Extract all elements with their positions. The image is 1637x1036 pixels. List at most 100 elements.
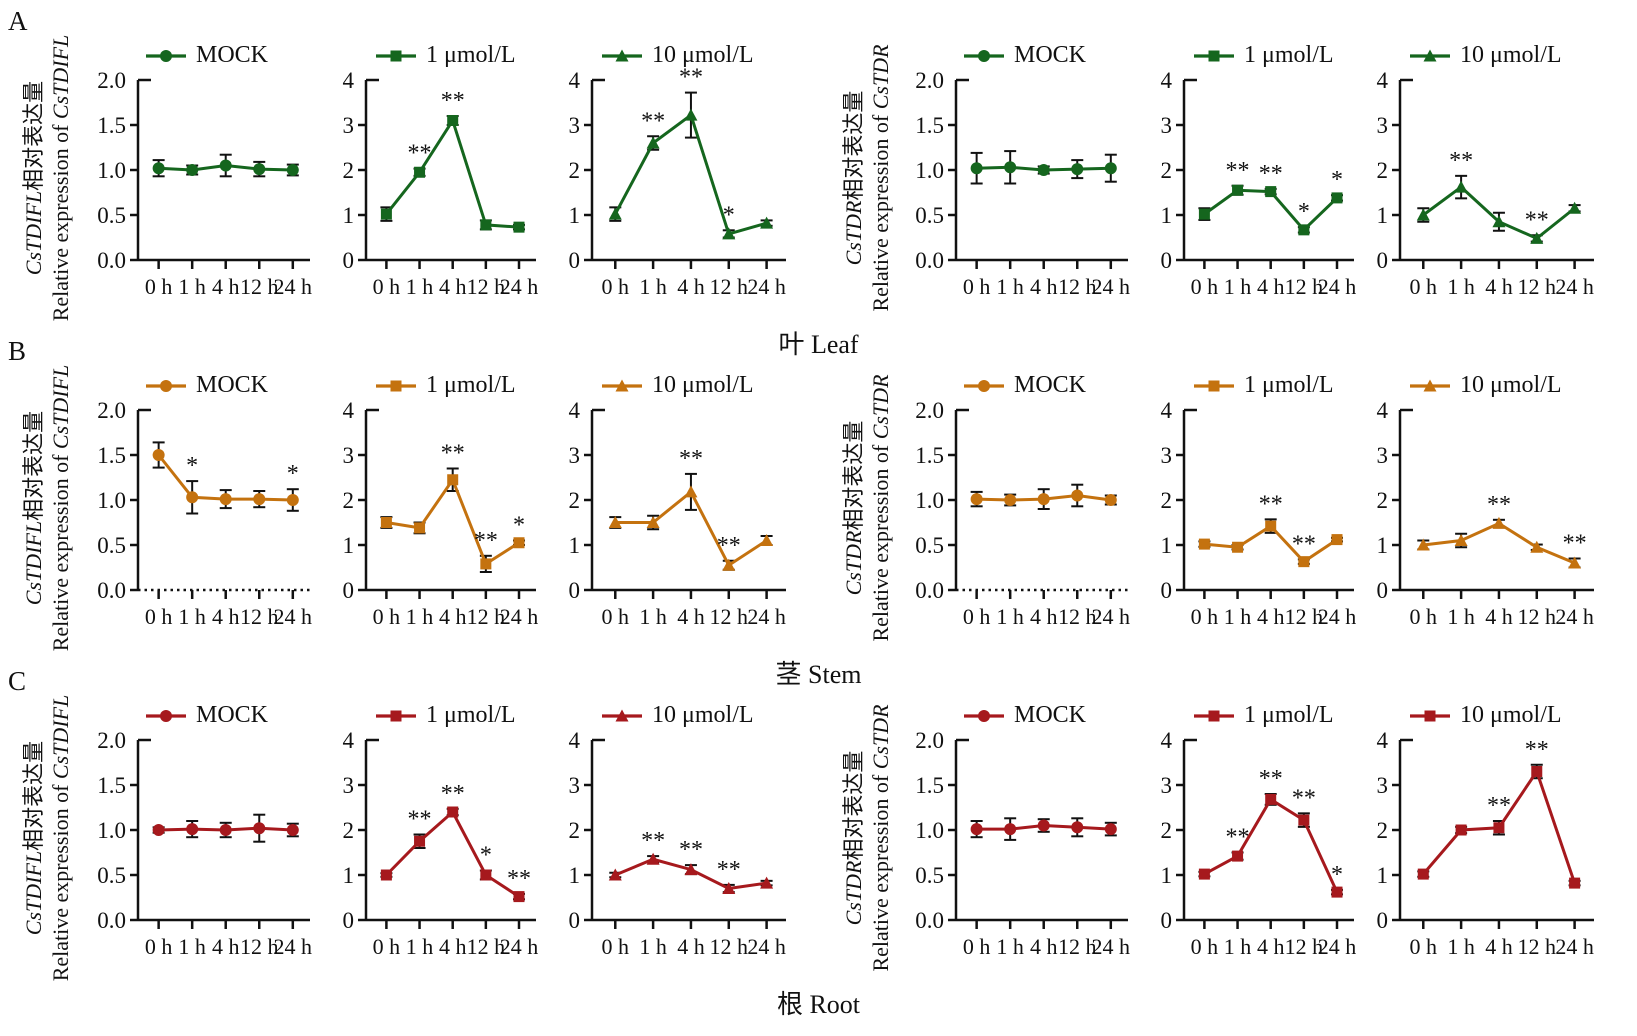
svg-text:12 h: 12 h: [1285, 274, 1324, 299]
svg-text:1.5: 1.5: [915, 773, 944, 798]
legend-label: 10 μmol/L: [652, 372, 754, 398]
svg-text:24 h: 24 h: [500, 934, 539, 959]
svg-text:0: 0: [1377, 248, 1389, 273]
svg-text:12 h: 12 h: [467, 274, 506, 299]
legend-label: 1 μmol/L: [1244, 372, 1334, 398]
legend-label: 1 μmol/L: [426, 372, 516, 398]
svg-text:3: 3: [569, 113, 581, 138]
gene-name: CsTDIFL: [48, 694, 73, 780]
y-axis-label-cn: CsTDR相对表达量: [840, 18, 867, 338]
svg-text:1.5: 1.5: [915, 443, 944, 468]
svg-text:12 h: 12 h: [710, 934, 749, 959]
svg-text:24 h: 24 h: [500, 604, 539, 629]
y-axis-label-en: Relative expression of CsTDR: [867, 18, 894, 338]
gene-name: CsTDIFL: [21, 520, 46, 606]
svg-text:2.0: 2.0: [97, 398, 126, 423]
svg-text:3: 3: [1377, 443, 1389, 468]
svg-text:1 h: 1 h: [406, 274, 434, 299]
svg-text:**: **: [1449, 148, 1473, 174]
legend-marker-icon: [376, 380, 416, 391]
chart-legend: 10 μmol/L: [600, 372, 754, 399]
svg-text:24 h: 24 h: [1318, 604, 1357, 629]
svg-text:12 h: 12 h: [467, 604, 506, 629]
chart-legend: 10 μmol/L: [600, 702, 754, 729]
svg-text:0 h: 0 h: [1410, 934, 1438, 959]
svg-text:1: 1: [1161, 203, 1173, 228]
y-axis-label-en: Relative expression of CsTDIFL: [47, 348, 74, 668]
svg-text:1: 1: [343, 533, 355, 558]
svg-text:24 h: 24 h: [1092, 604, 1131, 629]
svg-text:1 h: 1 h: [178, 604, 206, 629]
chart-leaf-cstdr-10umol: 10 μmol/L 0 1 2 3 4 0 h 1 h 4 h 12 h 24 h ** **: [1364, 28, 1604, 328]
label-prefix: Relative expression of: [868, 439, 893, 642]
svg-text:4: 4: [1377, 398, 1389, 423]
gene-name: CsTDR: [841, 200, 866, 266]
chart-stem-cstdr-10umol: 10 μmol/L 0 1 2 3 4 0 h 1 h 4 h 12 h 24 h ** **: [1364, 358, 1604, 658]
svg-text:2: 2: [1377, 818, 1389, 843]
svg-text:1: 1: [1377, 533, 1389, 558]
svg-text:1.5: 1.5: [97, 773, 126, 798]
svg-text:0.0: 0.0: [97, 248, 126, 273]
svg-text:1 h: 1 h: [406, 934, 434, 959]
svg-text:0.0: 0.0: [97, 908, 126, 933]
svg-text:3: 3: [569, 443, 581, 468]
y-axis-label-cstdifl-root: CsTDIFL相对表达量 Relative expression of CsTD…: [16, 695, 78, 982]
svg-text:**: **: [408, 807, 432, 833]
svg-text:1.5: 1.5: [97, 113, 126, 138]
svg-text:1 h: 1 h: [178, 274, 206, 299]
svg-text:1 h: 1 h: [996, 604, 1024, 629]
gene-name: CsTDR: [841, 860, 866, 926]
svg-text:2: 2: [569, 158, 581, 183]
legend-label: 1 μmol/L: [426, 702, 516, 728]
svg-text:3: 3: [1161, 113, 1173, 138]
svg-text:1.0: 1.0: [97, 158, 126, 183]
legend-label: 10 μmol/L: [652, 42, 754, 68]
y-axis-label-cstdifl-stem: CsTDIFL相对表达量 Relative expression of CsTD…: [16, 365, 78, 652]
svg-text:4 h: 4 h: [1257, 934, 1285, 959]
tissue-caption-root: 根 Root: [776, 990, 861, 1019]
svg-text:4: 4: [343, 398, 355, 423]
svg-text:2.0: 2.0: [915, 68, 944, 93]
svg-text:4: 4: [1161, 728, 1173, 753]
legend-marker-icon: [146, 49, 186, 62]
svg-text:1 h: 1 h: [1447, 934, 1475, 959]
svg-text:4 h: 4 h: [1485, 274, 1513, 299]
svg-text:0: 0: [1161, 578, 1173, 603]
svg-text:*: *: [513, 513, 525, 539]
svg-text:0: 0: [343, 248, 355, 273]
svg-text:24 h: 24 h: [274, 604, 313, 629]
svg-text:1 h: 1 h: [1447, 604, 1475, 629]
svg-text:2.0: 2.0: [915, 398, 944, 423]
label-prefix: Relative expression of: [48, 779, 73, 982]
legend-marker-icon: [964, 709, 1004, 722]
chart-root-cstdr-10umol: 10 μmol/L 0 1 2 3 4 0 h 1 h 4 h 12 h 24 h ** **: [1364, 688, 1604, 988]
svg-text:24 h: 24 h: [274, 934, 313, 959]
svg-text:4: 4: [1161, 398, 1173, 423]
svg-text:4: 4: [1161, 68, 1173, 93]
y-axis-label-en: Relative expression of CsTDIFL: [47, 678, 74, 998]
svg-text:2.0: 2.0: [97, 68, 126, 93]
svg-text:1 h: 1 h: [1224, 934, 1252, 959]
legend-marker-icon: [1410, 49, 1450, 61]
svg-text:3: 3: [343, 773, 355, 798]
svg-text:*: *: [287, 461, 299, 487]
legend-label: MOCK: [196, 42, 269, 68]
legend-label: 10 μmol/L: [1460, 702, 1562, 728]
svg-text:1 h: 1 h: [639, 934, 667, 959]
gene-name: CsTDIFL: [48, 34, 73, 120]
chart-legend: 1 μmol/L: [1192, 42, 1334, 69]
svg-text:24 h: 24 h: [274, 274, 313, 299]
chart-stem-cstdifl-10umol: 10 μmol/L 0 1 2 3 4 0 h 1 h 4 h 12 h 24 h ** **: [556, 358, 796, 658]
svg-text:*: *: [480, 843, 492, 869]
svg-text:3: 3: [343, 443, 355, 468]
svg-text:12 h: 12 h: [1518, 604, 1557, 629]
svg-text:4: 4: [343, 728, 355, 753]
